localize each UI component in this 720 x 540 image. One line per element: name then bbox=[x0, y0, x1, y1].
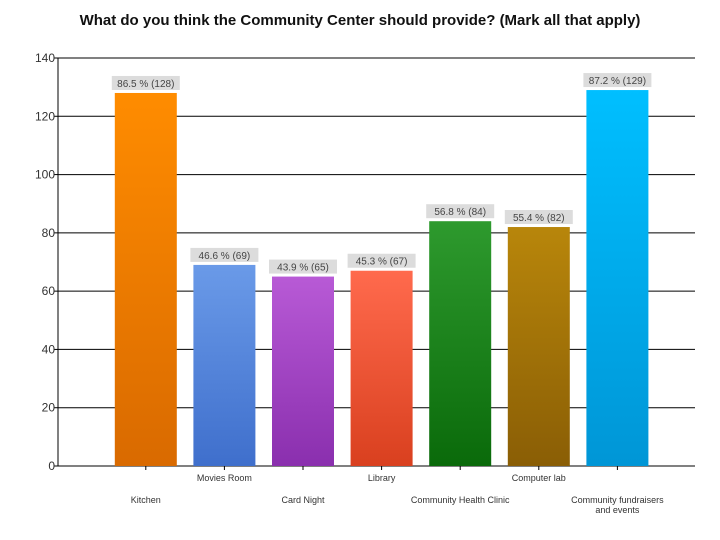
bar-6 bbox=[586, 90, 649, 467]
y-tick-label: 100 bbox=[35, 168, 55, 182]
category-label: Library bbox=[368, 473, 396, 483]
data-label-bg bbox=[347, 253, 416, 268]
y-tick-label: 80 bbox=[42, 226, 56, 240]
data-label: 56.8 % (84) bbox=[434, 207, 486, 218]
y-tick-label: 0 bbox=[48, 459, 55, 473]
data-label-bg bbox=[269, 259, 337, 274]
data-label: 55.4 % (82) bbox=[513, 213, 565, 224]
y-tick-label: 60 bbox=[42, 284, 56, 298]
category-label: and events bbox=[595, 505, 640, 515]
data-label: 43.9 % (65) bbox=[277, 263, 329, 274]
bars bbox=[114, 90, 649, 467]
data-label: 87.2 % (129) bbox=[589, 76, 646, 87]
bar-3 bbox=[350, 270, 413, 466]
y-tick-label: 20 bbox=[42, 401, 56, 415]
y-tick-label: 40 bbox=[42, 342, 56, 356]
data-label-bg bbox=[504, 210, 573, 225]
bar-5 bbox=[507, 227, 570, 466]
category-label: Computer lab bbox=[512, 473, 566, 483]
category-label: Movies Room bbox=[197, 473, 252, 483]
chart-title: What do you think the Community Center s… bbox=[79, 12, 641, 29]
category-label: Community fundraisers bbox=[571, 495, 664, 505]
data-labels: 86.5 % (128) 46.6 % (69) 43.9 % (65) 45.3 %… bbox=[111, 73, 652, 274]
y-tick-label: 140 bbox=[35, 51, 55, 65]
bar-2 bbox=[272, 276, 334, 466]
data-label-bg bbox=[190, 247, 259, 262]
category-label: Community Health Clinic bbox=[411, 495, 510, 505]
data-label-bg bbox=[583, 73, 652, 88]
bar-1 bbox=[193, 264, 256, 466]
category-labels: Kitchen Movies Room Card Night Library Commu… bbox=[131, 473, 664, 515]
category-label: Kitchen bbox=[131, 495, 161, 505]
category-label: Card Night bbox=[281, 495, 325, 505]
data-label: 86.5 % (128) bbox=[117, 79, 174, 90]
data-label-bg bbox=[426, 204, 495, 219]
bar-0 bbox=[114, 92, 177, 466]
bar-4 bbox=[429, 221, 492, 466]
y-tick-label: 120 bbox=[35, 109, 55, 123]
data-label: 46.6 % (69) bbox=[199, 251, 251, 262]
data-label: 45.3 % (67) bbox=[356, 257, 408, 268]
data-label-bg bbox=[111, 75, 180, 90]
